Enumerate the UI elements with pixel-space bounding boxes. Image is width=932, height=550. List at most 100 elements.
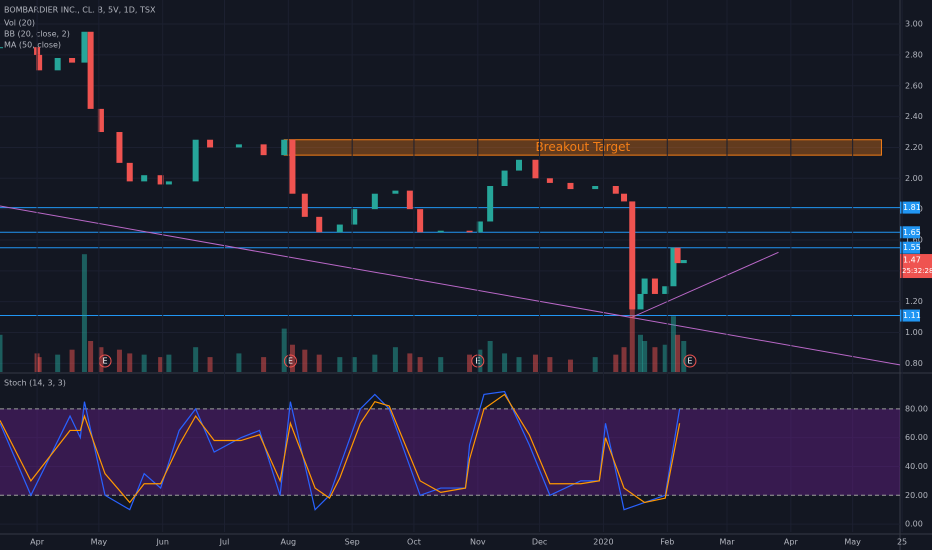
volume-bar [652,347,658,372]
candle [165,181,172,185]
level-label: 1.55 [903,243,921,252]
candle [487,186,494,222]
volume-bar [662,344,668,372]
volume-bar [261,357,267,372]
volume-bar [289,344,295,372]
volume-bar [675,334,681,372]
volume-bar [337,357,343,372]
volume-bar [477,349,483,372]
y-tick-label: 1.20 [905,297,923,306]
candle [637,293,644,310]
y-tick-label: 2.80 [905,50,923,59]
candle [157,175,164,185]
candle [674,247,681,264]
candle [621,193,628,202]
y-tick-label: 1.60 [905,235,923,244]
volume-bar [638,334,644,372]
candle [260,144,267,156]
candle [192,139,199,182]
chart-title: Stoch (14, 3, 3) [4,379,66,388]
volume-bar [392,347,398,372]
candle [406,190,413,210]
y-tick-label: 80.00 [905,404,928,413]
candle [316,216,323,233]
candle [662,286,669,294]
volume-bar [547,357,553,372]
candle [235,144,242,148]
x-tick-label: Nov [470,538,486,547]
candle [641,278,648,294]
x-tick-label: Jun [155,538,169,547]
volume-bar [316,354,322,372]
volume-bar [69,349,75,372]
volume-bar [670,316,676,372]
earnings-label: E [687,357,692,366]
level-label: 1.65 [903,228,921,237]
level-label: 1.11 [903,311,921,320]
volume-bar [592,357,598,372]
level-tag [900,241,920,254]
volume-bar [98,347,104,372]
indicator-label: MA (50, close) [4,41,61,50]
level-tag [900,309,920,322]
volume-bar [567,359,573,372]
candle [351,209,358,225]
volume-bar [438,357,444,372]
volume-bar [302,349,308,372]
volume-bar [236,353,242,372]
volume-bar [516,357,522,372]
volume-bar [613,354,619,372]
candle [207,139,214,148]
zone-label: Breakout Target [535,140,630,154]
candle [87,31,94,109]
x-tick-label: Feb [660,538,674,547]
x-tick-label: Oct [407,538,421,547]
volume-bar [621,347,627,372]
x-tick-label: Apr [30,538,45,547]
candle [501,170,508,186]
candle [54,57,61,71]
y-tick-label: 2.20 [905,143,923,152]
x-tick-label: May [91,538,108,547]
candle [612,186,619,194]
indicator-label: Vol (20) [4,19,35,28]
candle [680,260,687,264]
stoch-line [0,390,681,511]
volume-bar [116,349,122,372]
volume-bar [81,254,87,372]
volume-bar [467,354,473,372]
candle [116,132,123,163]
volume-bar [487,341,493,372]
x-tick-label: Sep [345,538,360,547]
candle [97,108,104,133]
level-tag [900,226,920,239]
candle [629,201,636,310]
candle [0,47,3,49]
x-tick-label: Jul [219,538,230,547]
volume-bar [158,357,164,372]
candle [670,247,677,287]
candle [336,224,343,233]
volume-bar [141,354,147,372]
x-tick-label: Mar [719,538,735,547]
volume-bar [0,334,3,372]
volume-bar [642,341,648,372]
candle [437,230,444,233]
volume-bar [407,353,413,372]
y-tick-label: 2.60 [905,81,923,90]
candle [532,159,539,179]
candle [392,190,399,194]
volume-bar [681,341,687,372]
candle [69,57,76,63]
x-tick-label: 2020 [593,538,613,547]
chart-title: BOMBARDIER INC., CL. B, 5V, 1D, TSX [4,6,156,15]
x-tick-label: May [844,538,861,547]
candle [141,175,148,182]
volume-bar [88,341,94,372]
x-tick-label: Dec [532,538,547,547]
y-tick-label: 3.00 [905,20,923,29]
level-label: 1.81 [903,203,921,212]
trend-line [632,251,779,318]
